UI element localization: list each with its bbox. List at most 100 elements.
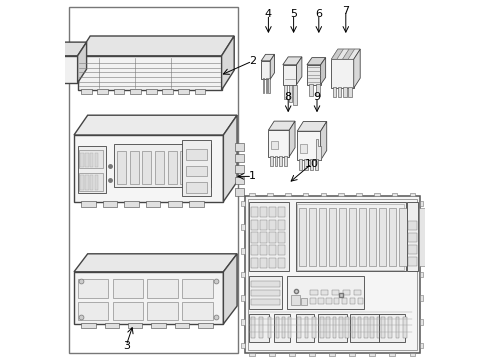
Bar (419, 201, 423, 206)
Bar (297, 317, 301, 338)
Polygon shape (320, 58, 326, 85)
Bar (270, 156, 273, 166)
Polygon shape (269, 121, 295, 130)
Bar (77, 302, 108, 320)
Bar (251, 220, 258, 230)
Bar (47, 60, 53, 66)
Bar (269, 245, 275, 255)
Bar (353, 290, 361, 294)
Bar (300, 144, 307, 153)
Polygon shape (331, 49, 360, 59)
Bar (143, 151, 151, 184)
Bar (390, 353, 395, 356)
Bar (318, 208, 326, 266)
Text: 7: 7 (342, 6, 349, 16)
Bar (304, 159, 308, 170)
Bar (114, 144, 211, 187)
Bar (275, 317, 279, 338)
Polygon shape (307, 65, 320, 85)
Bar (364, 317, 368, 338)
Bar (251, 258, 258, 268)
Bar (270, 353, 275, 356)
Bar (310, 290, 318, 294)
Bar (128, 323, 143, 328)
Bar (305, 317, 308, 338)
Text: 10: 10 (305, 159, 318, 169)
Bar (186, 166, 207, 176)
Bar (175, 323, 189, 328)
Bar (396, 317, 399, 338)
Bar (295, 202, 406, 271)
Bar (269, 220, 275, 230)
Bar (80, 153, 84, 167)
Bar (342, 298, 347, 303)
Polygon shape (343, 49, 355, 59)
Bar (260, 207, 267, 217)
Bar (189, 201, 204, 207)
Bar (242, 319, 245, 325)
Bar (95, 175, 98, 190)
Bar (303, 193, 309, 196)
Bar (351, 317, 355, 338)
Bar (419, 343, 423, 348)
Bar (289, 85, 292, 102)
Bar (279, 156, 282, 166)
Bar (409, 208, 416, 266)
Bar (369, 353, 375, 356)
Bar (113, 279, 143, 298)
Bar (114, 89, 124, 94)
Polygon shape (296, 57, 302, 85)
Bar (267, 193, 273, 196)
Bar (348, 87, 351, 97)
Text: 1: 1 (249, 171, 256, 181)
Bar (369, 208, 376, 266)
Bar (410, 353, 416, 356)
Bar (403, 317, 407, 338)
Bar (69, 7, 238, 353)
Bar (266, 78, 268, 93)
Polygon shape (223, 254, 237, 324)
Bar (178, 89, 189, 94)
Bar (288, 317, 292, 338)
Bar (278, 207, 285, 217)
Polygon shape (77, 56, 221, 90)
Bar (80, 175, 84, 190)
Bar (251, 290, 280, 296)
Polygon shape (337, 49, 349, 59)
Bar (298, 208, 306, 266)
Polygon shape (270, 54, 274, 79)
Polygon shape (74, 254, 237, 272)
Polygon shape (348, 49, 360, 59)
Bar (251, 245, 258, 255)
Bar (309, 208, 316, 266)
Bar (326, 317, 330, 338)
Text: 5: 5 (290, 9, 297, 19)
Bar (235, 143, 245, 151)
Bar (370, 317, 374, 338)
Polygon shape (221, 36, 234, 90)
Bar (343, 290, 350, 294)
Bar (295, 314, 314, 342)
Bar (259, 317, 263, 338)
Bar (79, 173, 103, 191)
Bar (242, 343, 245, 348)
Bar (193, 151, 202, 184)
Bar (180, 151, 189, 184)
Bar (329, 353, 335, 356)
Polygon shape (74, 272, 223, 324)
Bar (338, 87, 342, 97)
Bar (249, 193, 255, 196)
Bar (162, 89, 173, 94)
Bar (186, 182, 207, 193)
Bar (358, 298, 363, 303)
Bar (356, 193, 362, 196)
Polygon shape (283, 57, 302, 65)
Bar (333, 317, 336, 338)
Bar (407, 202, 418, 271)
Polygon shape (307, 58, 326, 65)
Bar (399, 208, 407, 266)
Text: 9: 9 (314, 92, 320, 102)
Bar (419, 295, 423, 301)
Bar (284, 85, 288, 99)
Bar (408, 221, 417, 230)
